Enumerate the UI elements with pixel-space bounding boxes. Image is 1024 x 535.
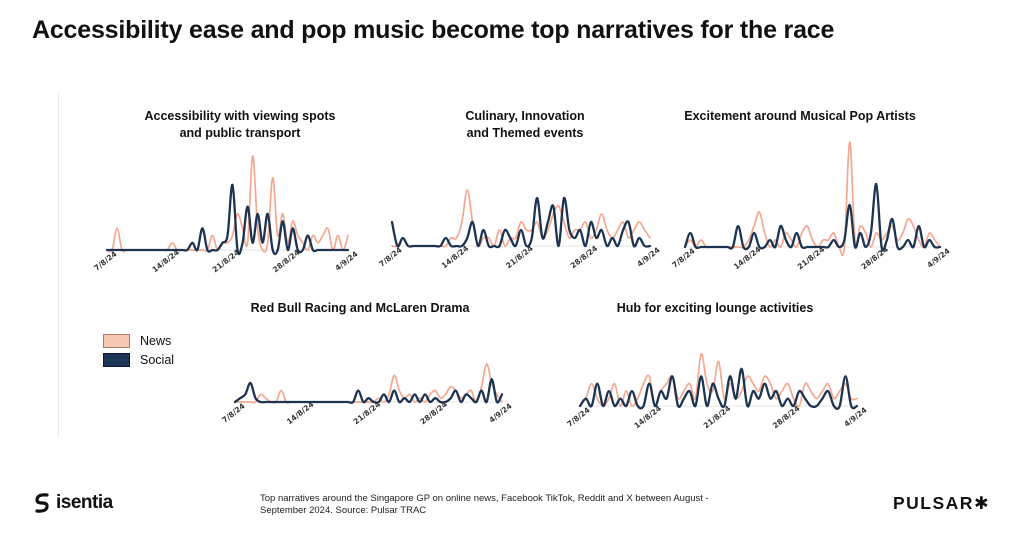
chart-title-musical: Excitement around Musical Pop Artists (665, 108, 935, 125)
chart-culinary: 7/8/24 14/8/24 21/8/24 28/8/24 4/9/24 (377, 189, 662, 271)
x-tick-label: 28/8/24 (418, 400, 448, 427)
source-footnote: Top narratives around the Singapore GP o… (260, 493, 709, 516)
chart-title-line: Culinary, Innovation (465, 109, 585, 123)
news-swatch (103, 333, 130, 348)
series-line-news (684, 141, 941, 257)
chart-title-line: and Themed events (466, 126, 584, 140)
series-line-social (105, 183, 350, 256)
x-tick-label: 28/8/24 (271, 248, 301, 275)
isentia-wordmark: isentia (56, 492, 113, 513)
x-tick-label: 7/8/24 (670, 246, 696, 269)
x-tick-label: 4/9/24 (487, 401, 513, 424)
divider-line (58, 92, 59, 437)
legend: News Social (103, 331, 174, 369)
chart-title-redbull: Red Bull Racing and McLaren Drama (225, 300, 495, 317)
series-line-social (233, 378, 504, 404)
x-tick-label: 21/8/24 (504, 244, 534, 271)
x-tick-label: 14/8/24 (150, 248, 180, 275)
x-tick-label: 7/8/24 (220, 401, 246, 424)
chart-title-line: Red Bull Racing and McLaren Drama (250, 301, 470, 315)
chart-title-culinary: Culinary, Innovation and Themed events (410, 108, 640, 142)
chart-title-lounge: Hub for exciting lounge activities (590, 300, 840, 317)
page-title: Accessibility ease and pop music become … (32, 16, 835, 44)
isentia-logo: isentia (31, 492, 113, 514)
pulsar-logo: PULSAR✱ (893, 493, 991, 513)
x-tick-label: 21/8/24 (702, 404, 732, 431)
chart-title-line: Accessibility with viewing spots (144, 109, 336, 123)
chart-accessibility: 7/8/24 14/8/24 21/8/24 28/8/24 4/9/24 (92, 155, 360, 275)
x-tick-label: 28/8/24 (569, 244, 599, 271)
chart-title-line: Hub for exciting lounge activities (616, 301, 814, 315)
series-line-social (683, 182, 942, 252)
isentia-logo-icon (35, 493, 49, 513)
x-tick-label: 14/8/24 (632, 404, 662, 431)
chart-lounge: 7/8/24 14/8/24 21/8/24 28/8/24 4/9/24 (565, 353, 869, 431)
legend-label-news: News (140, 333, 172, 348)
x-tick-label: 4/9/24 (925, 246, 951, 269)
x-tick-label: 21/8/24 (211, 248, 241, 275)
x-tick-label: 4/9/24 (635, 245, 661, 268)
x-tick-label: 4/9/24 (333, 249, 359, 272)
x-tick-label: 21/8/24 (352, 400, 382, 427)
x-tick-label: 7/8/24 (565, 405, 591, 428)
legend-label-social: Social (140, 352, 175, 367)
series-line-news (579, 353, 858, 408)
x-tick-label: 28/8/24 (771, 404, 801, 431)
chart-title-line: and public transport (179, 126, 301, 140)
legend-item-news: News (103, 331, 174, 350)
social-swatch (103, 352, 130, 367)
chart-title-line: Excitement around Musical Pop Artists (684, 109, 916, 123)
chart-redbull: 7/8/24 14/8/24 21/8/24 28/8/24 4/9/24 (220, 363, 514, 427)
legend-item-social: Social (103, 350, 174, 369)
x-tick-label: 4/9/24 (842, 405, 868, 428)
x-tick-label: 7/8/24 (92, 249, 118, 272)
x-tick-label: 28/8/24 (859, 245, 889, 272)
chart-musical: 7/8/24 14/8/24 21/8/24 28/8/24 4/9/24 (670, 141, 952, 272)
x-tick-label: 21/8/24 (796, 245, 826, 272)
x-tick-label: 14/8/24 (285, 400, 315, 427)
series-line-social (578, 367, 859, 411)
series-line-social (390, 196, 652, 249)
x-tick-label: 7/8/24 (377, 245, 403, 268)
x-tick-label: 14/8/24 (440, 244, 470, 271)
chart-title-accessibility: Accessibility with viewing spots and pub… (110, 108, 370, 142)
